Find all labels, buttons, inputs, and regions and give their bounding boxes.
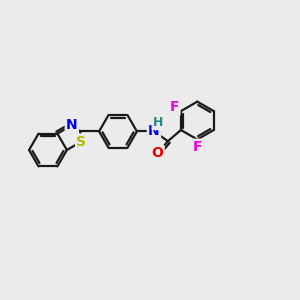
Text: N: N	[66, 118, 78, 132]
Text: N: N	[148, 124, 160, 138]
Text: S: S	[76, 135, 86, 149]
Text: H: H	[153, 116, 163, 129]
Text: O: O	[152, 146, 164, 161]
Text: F: F	[193, 140, 202, 154]
Text: F: F	[170, 100, 179, 114]
